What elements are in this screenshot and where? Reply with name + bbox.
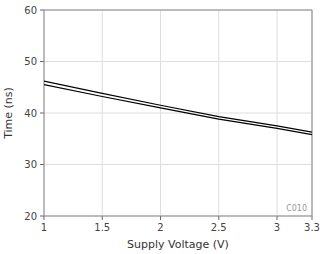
- y-tick: [40, 10, 44, 11]
- y-tick-label: 60: [24, 5, 37, 16]
- x-tick: [312, 216, 313, 220]
- y-tick: [40, 61, 44, 62]
- x-tick: [277, 216, 278, 220]
- x-tick: [44, 216, 45, 220]
- y-tick-label: 50: [24, 56, 37, 67]
- x-tick: [160, 216, 161, 220]
- plot-area: [44, 10, 312, 216]
- line: [44, 85, 312, 135]
- y-axis-label: Time (ns): [2, 87, 15, 140]
- x-tick-label: 1: [41, 222, 47, 233]
- y-grid-line: [44, 61, 312, 62]
- y-grid-line: [44, 113, 312, 114]
- lines: [44, 81, 312, 135]
- x-tick-label: 3: [274, 222, 280, 233]
- y-tick: [40, 216, 44, 217]
- x-tick-label: 2: [157, 222, 163, 233]
- x-tick-label: 2.5: [211, 222, 227, 233]
- y-tick-label: 40: [24, 108, 37, 119]
- chart: 1 1.5 2 2.5 3 3.3 20 30 40 50 60 C010 Supply Voltage…: [0, 0, 326, 254]
- y-tick-label: 20: [24, 211, 37, 222]
- y-tick: [40, 164, 44, 165]
- y-grid-line: [44, 164, 312, 165]
- line: [44, 81, 312, 132]
- watermark: C010: [286, 204, 307, 213]
- y-tick: [40, 113, 44, 114]
- x-tick-label: 1.5: [94, 222, 110, 233]
- y-tick-label: 30: [24, 159, 37, 170]
- x-tick-label: 3.3: [304, 222, 320, 233]
- x-axis-label: Supply Voltage (V): [127, 238, 229, 251]
- x-tick: [218, 216, 219, 220]
- grid: [44, 10, 312, 216]
- plot-frame: [44, 10, 312, 216]
- x-tick: [102, 216, 103, 220]
